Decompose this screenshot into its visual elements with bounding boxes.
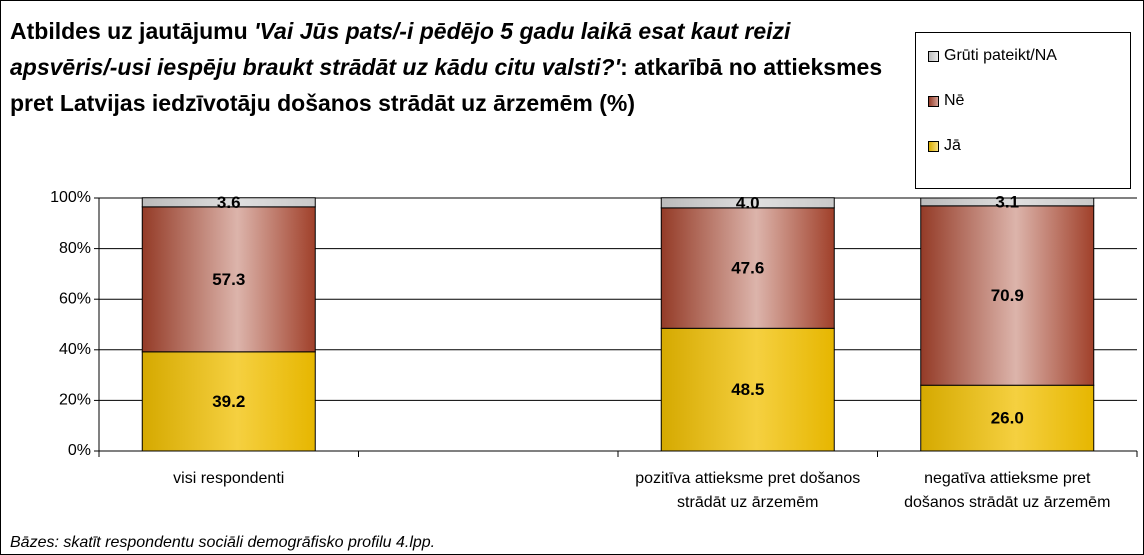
legend-swatch	[928, 140, 939, 152]
bar-segment	[920, 384, 1095, 452]
data-label: 47.6	[731, 259, 764, 278]
x-tick-label: pozitīva attieksme pret došanos strādāt …	[635, 470, 861, 511]
y-tick-label: 40%	[59, 341, 91, 358]
x-tick-label: visi respondenti	[173, 470, 285, 487]
legend-item: Grūti pateikt/NA	[928, 47, 1057, 65]
bar-segment	[920, 205, 1095, 386]
bar-segment	[660, 197, 835, 209]
y-tick-label: 80%	[59, 240, 91, 257]
y-tick-label: 0%	[68, 442, 91, 459]
legend-label: Nē	[944, 92, 965, 109]
bar-segment	[920, 197, 1095, 207]
data-label: 4.0	[736, 193, 760, 212]
legend-item: Nē	[928, 92, 964, 110]
data-label: 39.2	[212, 392, 245, 411]
bar-segment	[660, 327, 835, 452]
title-question: 'Vai Jūs pats/-i pēdējo 5 gadu laikā esa…	[10, 18, 791, 80]
data-label: 26.0	[991, 409, 1024, 428]
legend-swatch	[928, 50, 939, 62]
data-label: 3.1	[995, 192, 1019, 211]
y-tick-label: 60%	[59, 290, 91, 307]
legend: Grūti pateikt/NA Nē Jā	[915, 32, 1131, 189]
legend-label: Jā	[944, 137, 961, 154]
legend-swatch	[928, 95, 939, 107]
chart-title: Atbildes uz jautājumu 'Vai Jūs pats/-i p…	[10, 13, 900, 121]
bar-segment	[660, 207, 835, 329]
data-label: 3.6	[217, 193, 241, 212]
data-label: 70.9	[991, 286, 1024, 305]
bar-segment	[141, 351, 316, 452]
legend-item: Jā	[928, 137, 961, 155]
x-tick-label: negatīva attieksme pret došanos strādāt …	[904, 470, 1111, 511]
bar-segment	[141, 197, 316, 208]
legend-label: Grūti pateikt/NA	[944, 47, 1057, 64]
title-part: Atbildes uz jautājumu	[10, 18, 255, 44]
y-tick-label: 20%	[59, 392, 91, 409]
y-tick-label: 100%	[50, 189, 91, 206]
data-label: 57.3	[212, 270, 245, 289]
title-part: : atkarībā no attieksmes pret Latvijas i…	[10, 54, 883, 116]
footnote: Bāzes: skatīt respondentu sociāli demogr…	[10, 534, 436, 551]
data-label: 48.5	[731, 380, 764, 399]
